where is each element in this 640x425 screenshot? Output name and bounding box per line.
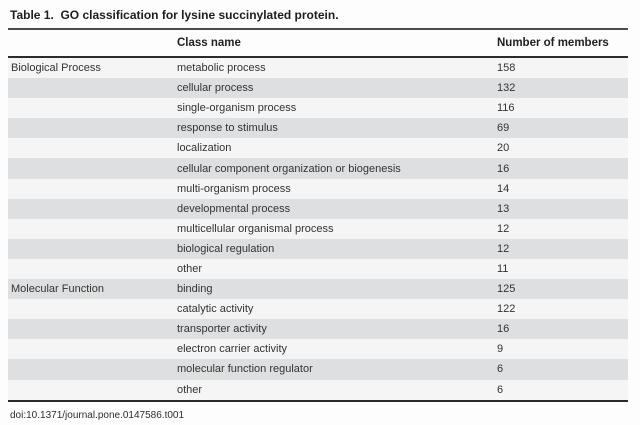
table-title: Table 1. GO classification for lysine su…	[10, 8, 339, 22]
table-row: transporter activity 16	[8, 319, 628, 340]
members-cell: 14	[497, 182, 510, 195]
table-row: catalytic activity 122	[8, 299, 628, 320]
table-row: cellular component organization or bioge…	[8, 158, 628, 179]
title-rule	[8, 28, 628, 30]
table-figure: Table 1. GO classification for lysine su…	[8, 6, 628, 421]
class-name-cell: response to stimulus	[177, 122, 278, 135]
members-cell: 122	[497, 303, 516, 316]
members-cell: 6	[497, 383, 504, 396]
class-name-cell: other	[177, 383, 203, 396]
members-cell: 16	[497, 162, 510, 175]
class-name-cell: molecular function regulator	[177, 363, 313, 376]
table-row: response to stimulus 69	[8, 118, 628, 139]
class-name-cell: other	[177, 262, 203, 275]
members-cell: 116	[497, 102, 515, 115]
members-cell: 9	[497, 343, 504, 356]
class-name-cell: multicellular organismal process	[177, 222, 334, 235]
members-cell: 12	[497, 222, 510, 235]
members-cell: 132	[497, 82, 516, 95]
class-name-cell: cellular process	[177, 82, 254, 95]
column-header-class-name: Class name	[177, 37, 241, 49]
class-name-cell: transporter activity	[177, 323, 267, 336]
table-row: electron carrier activity 9	[8, 339, 628, 360]
table-row: other 11	[8, 258, 628, 280]
class-name-cell: developmental process	[177, 202, 291, 215]
members-cell: 20	[497, 142, 510, 155]
column-header-members: Number of members	[497, 37, 609, 49]
members-cell: 12	[497, 242, 510, 255]
table-row: single-organism process 116	[8, 98, 628, 119]
members-cell: 13	[497, 202, 510, 215]
group-cell: Molecular Function	[11, 283, 104, 296]
class-name-cell: electron carrier activity	[177, 343, 288, 356]
members-cell: 16	[497, 323, 510, 336]
class-name-cell: single-organism process	[177, 102, 297, 115]
class-name-cell: catalytic activity	[177, 303, 254, 316]
table-row: Biological Process metabolic process 158	[8, 58, 628, 79]
doi-footnote: doi:10.1371/journal.pone.0147586.t001	[10, 409, 185, 421]
table-rows: Biological Process metabolic process 158 ce…	[8, 58, 628, 400]
members-cell: 69	[497, 122, 510, 135]
class-name-cell: biological regulation	[177, 242, 275, 255]
class-name-cell: multi-organism process	[177, 182, 291, 195]
table-header-row: Class name Number of members	[8, 30, 628, 58]
table-row: multicellular organismal process 12	[8, 218, 628, 239]
bottom-rule	[8, 399, 628, 402]
members-cell: 125	[497, 283, 516, 296]
group-cell: Biological Process	[11, 62, 101, 75]
class-name-cell: binding	[177, 283, 213, 296]
table-row: cellular process 132	[8, 78, 628, 99]
class-name-cell: metabolic process	[177, 62, 266, 75]
members-cell: 11	[497, 262, 509, 275]
table-row: localization 20	[8, 138, 628, 159]
table-row: multi-organism process 14	[8, 178, 628, 199]
class-name-cell: cellular component organization or bioge…	[177, 162, 401, 175]
table-row: biological regulation 12	[8, 238, 628, 259]
table-row: other 6	[8, 379, 628, 400]
members-cell: 6	[497, 363, 504, 376]
table-row: developmental process 13	[8, 198, 628, 219]
class-name-cell: localization	[177, 142, 232, 155]
table-row: molecular function regulator 6	[8, 359, 628, 380]
table-row: Molecular Function binding 125	[8, 279, 628, 300]
members-cell: 158	[497, 62, 516, 75]
